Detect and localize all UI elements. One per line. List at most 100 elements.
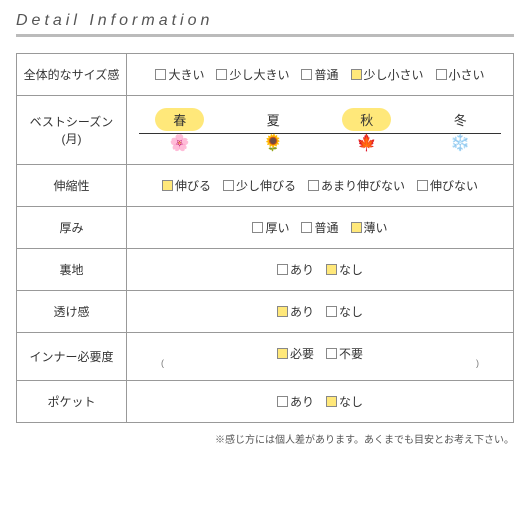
checkbox-icon [277,264,288,275]
row-label: 全体的なサイズ感 [17,54,127,96]
footnote: ※感じ方には個人差があります。あくまでも目安とお考え下さい。 [16,431,514,446]
snowflake-icon: ❄️ [450,136,470,152]
option-label: 少し伸びる [236,179,296,193]
option: 少し伸びる [223,177,296,194]
option: 伸びない [417,177,478,194]
option: 必要 [277,345,314,362]
checkbox-icon [326,348,337,359]
season-icon-column: 🌸 [133,136,227,152]
season-pill: 春 [155,108,204,131]
season-row: 春夏秋冬 [133,108,507,131]
row-label: ベストシーズン(月) [17,96,127,165]
subnote-right: ) [476,358,479,368]
option: なし [326,393,363,410]
table-row: 伸縮性伸びる少し伸びるあまり伸びない伸びない [17,165,514,207]
checkbox-icon [277,348,288,359]
row-value: 大きい 少し大きい 普通 少し小さい 小さい [127,54,514,96]
option: 伸びる [162,177,211,194]
option-label: あまり伸びない [321,179,405,193]
table-row: 全体的なサイズ感 大きい 少し大きい 普通 少し小さい 小さい [17,54,514,96]
section-heading: Detail Information [16,12,514,37]
table-row: ベストシーズン(月) 春 夏 秋 冬 🌸 🌻 🍁 ❄️ [17,96,514,165]
season-pill: 秋 [342,108,391,131]
table-row: ポケットありなし [17,381,514,423]
checkbox-icon [326,264,337,275]
option-label: あり [290,305,314,319]
option-group: あり なし [133,261,507,278]
option-label: 大きい [168,68,204,82]
option: 厚い [252,219,289,236]
checkbox-icon [277,396,288,407]
season-icon-column: 🍁 [320,136,414,152]
option-label: 薄い [364,221,388,235]
option: 普通 [301,219,338,236]
checkbox-icon [417,180,428,191]
row-value: 春 夏 秋 冬 🌸 🌻 🍁 ❄️ [127,96,514,165]
option-label: なし [339,263,363,277]
checkbox-icon [351,69,362,80]
season-pill: 冬 [436,108,485,131]
option-label: なし [339,305,363,319]
checkbox-icon [252,222,263,233]
checkbox-icon [216,69,227,80]
table-row: 厚み 厚い普通 薄い [17,207,514,249]
checkbox-icon [351,222,362,233]
option-label: 必要 [290,347,314,361]
checkbox-icon [162,180,173,191]
option-group: 厚い普通 薄い [133,219,507,236]
season-column: 夏 [227,108,321,131]
option: 不要 [326,345,363,362]
row-label: 透け感 [17,291,127,333]
sakura-icon: 🌸 [170,136,190,152]
maple-icon: 🍁 [357,136,377,152]
option: なし [326,303,363,320]
option-label: あり [290,395,314,409]
option: あり [277,303,314,320]
option: 普通 [301,66,338,83]
option-label: 小さい [449,68,485,82]
option-label: 伸びる [175,179,211,193]
option: なし [326,261,363,278]
checkbox-icon [277,306,288,317]
row-value: 厚い普通 薄い [127,207,514,249]
table-row: 裏地ありなし [17,249,514,291]
row-label: ポケット [17,381,127,423]
option: 小さい [436,66,485,83]
sunflower-icon: 🌻 [263,136,283,152]
row-value: ありなし [127,381,514,423]
subnote: () [133,358,507,368]
checkbox-icon [223,180,234,191]
row-value: 伸びる 少し伸びる あまり伸びない 伸びない [127,165,514,207]
season-pill: 夏 [249,108,298,131]
option-group: 大きい 少し大きい 普通 少し小さい 小さい [133,66,507,83]
option-group: ありなし [133,393,507,410]
option: 少し小さい [351,66,424,83]
option-label: 少し大きい [229,68,289,82]
option-label: 厚い [265,221,289,235]
season-column: 秋 [320,108,414,131]
detail-table: 全体的なサイズ感大きい少し大きい普通少し小さい小さいベストシーズン(月)春夏秋冬… [16,53,514,423]
season-icon-column: 🌻 [227,136,321,152]
season-divider [139,133,501,134]
option-label: あり [290,263,314,277]
option-label: 少し小さい [364,68,424,82]
checkbox-icon [301,222,312,233]
option: 大きい [155,66,204,83]
option: あまり伸びない [308,177,405,194]
option-label: 普通 [314,68,338,82]
checkbox-icon [301,69,312,80]
option-label: 伸びない [430,179,478,193]
checkbox-icon [155,69,166,80]
row-label: 厚み [17,207,127,249]
row-value: 必要不要() [127,333,514,381]
table-row: 透け感 あり なし [17,291,514,333]
option-group: 伸びる 少し伸びる あまり伸びない 伸びない [133,177,507,194]
checkbox-icon [326,306,337,317]
option: 少し大きい [216,66,289,83]
option-label: 不要 [339,347,363,361]
row-value: あり なし [127,249,514,291]
subnote-left: ( [161,358,164,368]
row-label: インナー必要度 [17,333,127,381]
checkbox-icon [436,69,447,80]
season-column: 春 [133,108,227,131]
